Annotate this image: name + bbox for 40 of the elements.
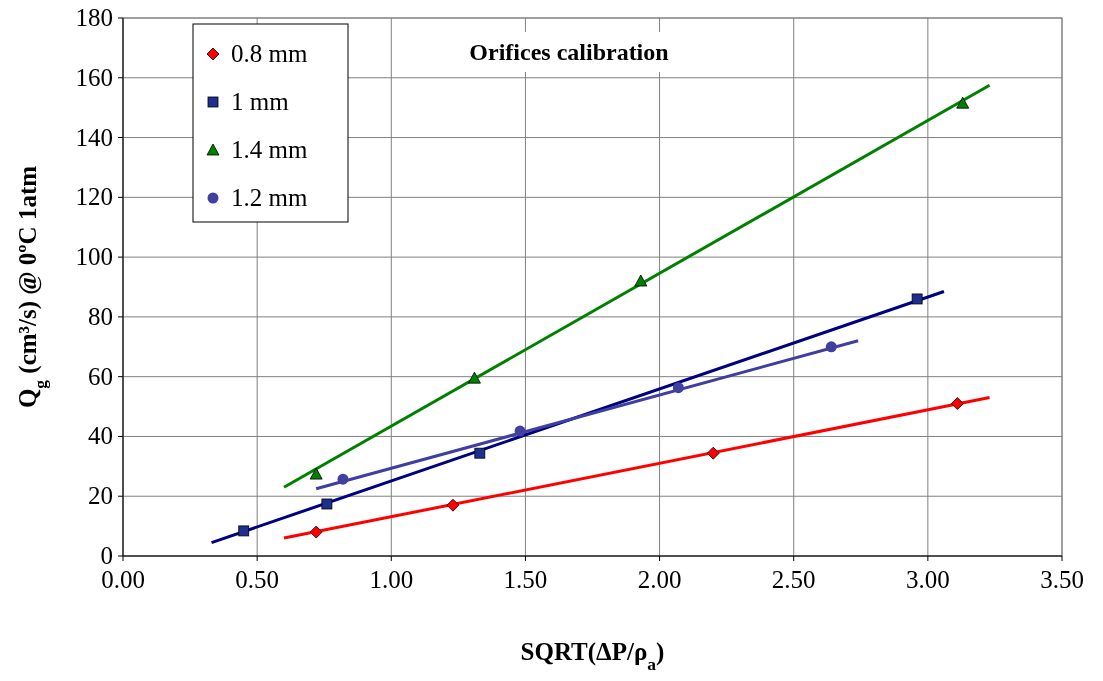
point [337, 473, 349, 485]
y-tick-label: 80 [88, 302, 113, 330]
point [238, 525, 250, 537]
y-tick-label: 0 [100, 542, 113, 569]
point [825, 341, 837, 353]
x-tick-label: 3.50 [1040, 566, 1084, 593]
point [956, 96, 970, 109]
x-tick-label: 3.00 [905, 566, 950, 593]
text: Orifices calibration [469, 39, 669, 65]
y-tick-label: 120 [75, 183, 113, 211]
y-tick-label: 180 [75, 4, 113, 31]
point [446, 498, 460, 512]
point [514, 425, 526, 437]
y-tick-label: 60 [88, 362, 113, 390]
x-tick-label: 0.00 [101, 566, 145, 593]
y-tick-label: 20 [88, 482, 113, 510]
x-tick-label: 2.50 [771, 566, 816, 593]
y-tick-label: 40 [88, 422, 113, 450]
y-tick-label: 160 [75, 63, 113, 91]
x-tick-label: 1.50 [503, 566, 548, 593]
point [634, 274, 648, 287]
x-tick-label: 1.00 [369, 566, 414, 593]
point [672, 382, 684, 394]
point [911, 293, 923, 305]
point [321, 498, 333, 510]
legend-label: 1.4 mm [231, 136, 308, 163]
point [706, 446, 720, 460]
x-axis-title: SQRT(ΔP/ρ$_{a}$) [520, 638, 665, 674]
x-tick-label: 0.50 [235, 566, 280, 593]
point [309, 525, 323, 539]
y-tick-label: 140 [75, 123, 113, 151]
point [474, 447, 486, 459]
legend-label: 1 mm [231, 88, 290, 115]
legend-label: 1.2 mm [231, 184, 308, 211]
point [309, 467, 323, 480]
point [468, 371, 481, 384]
point [950, 397, 964, 410]
y-tick-label: 100 [75, 243, 113, 271]
legend-label: 0.8 mm [231, 40, 308, 67]
x-tick-label: 2.00 [637, 566, 682, 593]
